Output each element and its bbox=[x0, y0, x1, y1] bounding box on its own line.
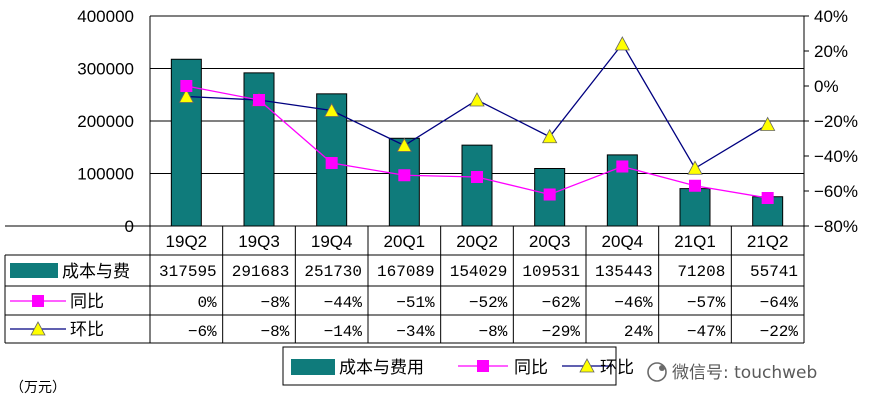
data-label: −47% bbox=[687, 323, 726, 341]
data-label: −51% bbox=[396, 294, 435, 312]
legend-key-bar bbox=[291, 359, 335, 375]
line-series bbox=[178, 36, 776, 204]
legend-box bbox=[282, 346, 617, 386]
legend-key-square bbox=[477, 360, 489, 372]
data-label: 135443 bbox=[595, 263, 653, 281]
x-tick-label: 19Q4 bbox=[311, 232, 353, 251]
y-left-tick-label: 400000 bbox=[77, 7, 134, 26]
x-tick-label: 19Q3 bbox=[238, 232, 280, 251]
x-tick-label: 20Q1 bbox=[384, 232, 426, 251]
unit-label: （万元） bbox=[10, 380, 66, 396]
data-label: −8% bbox=[479, 323, 508, 341]
data-table: 19Q2 19Q3 19Q4 20Q1 20Q2 20Q3 20Q4 21Q1 21Q2 成本与费… bbox=[4, 225, 805, 344]
legend-item: 同比 bbox=[514, 358, 548, 378]
y-left-tick-label: 100000 bbox=[77, 165, 134, 184]
watermark: 微信号: touchweb bbox=[647, 362, 817, 383]
table-key-square bbox=[32, 295, 44, 307]
data-label: −52% bbox=[469, 294, 508, 312]
data-label: 291683 bbox=[232, 263, 290, 281]
y-right-tick-label: −80% bbox=[814, 217, 858, 236]
y-right-tick-label: −40% bbox=[814, 147, 858, 166]
point-triangle bbox=[614, 36, 631, 51]
point-square bbox=[180, 80, 193, 92]
data-label: 251730 bbox=[304, 263, 362, 281]
data-label: −62% bbox=[542, 294, 581, 312]
y-left-tick-label: 300000 bbox=[77, 60, 134, 79]
point-square bbox=[616, 160, 629, 173]
data-label: −46% bbox=[614, 294, 653, 312]
table-row-label: 成本与费 bbox=[62, 262, 130, 282]
bar bbox=[679, 188, 711, 227]
y-right-tick-label: −20% bbox=[814, 112, 858, 131]
data-label: 55741 bbox=[750, 263, 798, 281]
data-label: −64% bbox=[760, 294, 799, 312]
data-label: −6% bbox=[188, 323, 217, 341]
x-tick-label: 19Q2 bbox=[166, 232, 208, 251]
bar bbox=[388, 137, 420, 227]
legend: 成本与费用 同比 环比 bbox=[282, 346, 634, 386]
data-label: −22% bbox=[760, 323, 799, 341]
data-label: 109531 bbox=[522, 263, 580, 281]
point-square bbox=[689, 179, 701, 192]
y-right-tick-label: −60% bbox=[814, 182, 858, 201]
data-label: 154029 bbox=[450, 263, 508, 281]
point-triangle bbox=[541, 128, 558, 144]
y-right-tick-label: 40% bbox=[814, 7, 848, 26]
point-triangle bbox=[178, 88, 195, 103]
data-label: −14% bbox=[324, 323, 363, 341]
data-label: 71208 bbox=[677, 263, 725, 281]
wechat-icon bbox=[647, 362, 667, 382]
point-triangle bbox=[396, 137, 413, 152]
x-tick-label: 20Q2 bbox=[456, 232, 498, 251]
x-tick-label: 21Q1 bbox=[674, 232, 716, 251]
data-label: 167089 bbox=[377, 263, 435, 281]
x-tick-label: 21Q2 bbox=[747, 232, 789, 251]
point-triangle bbox=[759, 116, 776, 131]
data-label: −8% bbox=[261, 294, 290, 312]
table-key-bar bbox=[10, 263, 58, 278]
data-label: 24% bbox=[624, 323, 653, 341]
point-square bbox=[325, 157, 338, 169]
y-right-tick-label: 0% bbox=[814, 77, 839, 96]
point-triangle bbox=[469, 92, 485, 107]
table-row-label: 同比 bbox=[70, 292, 104, 312]
table-row-label: 环比 bbox=[70, 320, 104, 340]
wechat-icon-dot bbox=[659, 365, 665, 371]
data-label: −29% bbox=[542, 323, 581, 341]
point-square bbox=[398, 169, 411, 182]
legend-key-triangle bbox=[579, 358, 595, 373]
data-label: −8% bbox=[261, 323, 290, 341]
legend-item: 环比 bbox=[600, 358, 634, 378]
point-square bbox=[471, 171, 483, 183]
data-label: 0% bbox=[197, 294, 217, 312]
data-label: −44% bbox=[324, 294, 363, 312]
point-square bbox=[543, 188, 556, 201]
point-triangle bbox=[687, 160, 703, 175]
point-triangle bbox=[323, 102, 340, 117]
legend-item: 成本与费用 bbox=[339, 358, 424, 378]
point-square bbox=[253, 94, 265, 106]
x-tick-label: 20Q3 bbox=[529, 232, 571, 251]
y-right-tick-label: 20% bbox=[814, 42, 848, 61]
data-label: 317595 bbox=[159, 263, 217, 281]
y-left-tick-label: 200000 bbox=[77, 112, 134, 131]
bar bbox=[461, 144, 493, 227]
x-tick-label: 20Q4 bbox=[602, 232, 644, 251]
watermark-text: 微信号: touchweb bbox=[672, 363, 817, 383]
bar-series bbox=[170, 58, 784, 227]
table-key-triangle bbox=[30, 321, 46, 336]
data-label: −57% bbox=[687, 294, 726, 312]
data-label: −34% bbox=[396, 323, 435, 341]
point-square bbox=[761, 192, 774, 204]
